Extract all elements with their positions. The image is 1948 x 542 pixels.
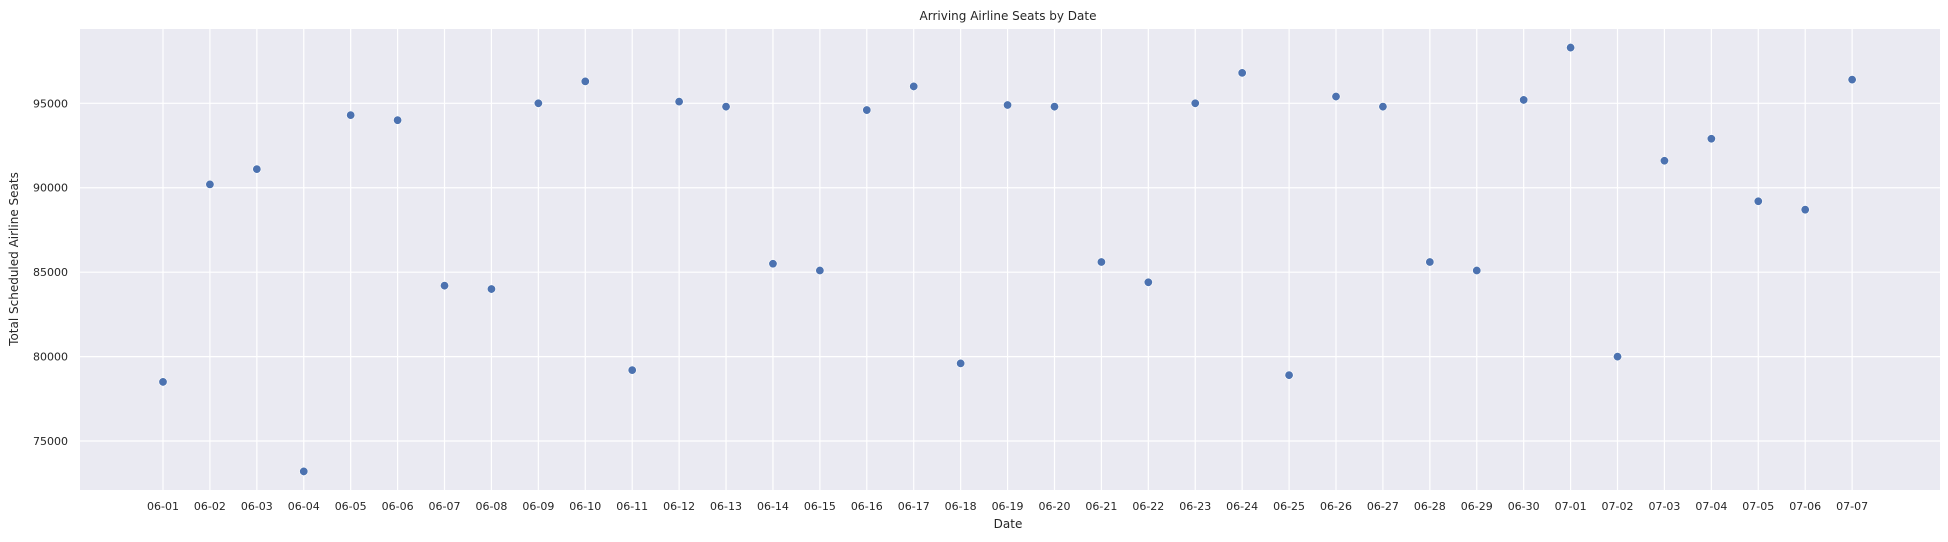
x-tick-label: 06-12 <box>663 500 695 513</box>
data-point <box>1800 205 1810 215</box>
x-tick-label: 06-17 <box>898 500 930 513</box>
y-tick-label: 90000 <box>33 182 68 195</box>
data-point <box>1613 352 1623 362</box>
data-point <box>1566 43 1576 53</box>
data-point <box>862 105 872 115</box>
x-tick-label: 07-06 <box>1789 500 1821 513</box>
data-point <box>1706 134 1716 144</box>
data-point <box>1049 102 1059 112</box>
x-tick-label: 06-01 <box>147 500 179 513</box>
data-point <box>815 265 825 275</box>
data-point <box>1096 257 1106 267</box>
data-point <box>956 358 966 368</box>
data-point <box>1753 196 1763 206</box>
x-tick-label: 06-05 <box>335 500 367 513</box>
data-point <box>580 76 590 86</box>
x-tick-label: 06-18 <box>945 500 977 513</box>
x-tick-label: 07-01 <box>1555 500 1587 513</box>
y-tick-labels: 75000 80000 85000 90000 95000 <box>33 97 68 448</box>
data-point <box>252 164 262 174</box>
data-point <box>1284 370 1294 380</box>
x-tick-label: 06-26 <box>1320 500 1352 513</box>
x-tick-label: 06-25 <box>1273 500 1305 513</box>
data-point <box>205 179 215 189</box>
y-tick-label: 85000 <box>33 266 68 279</box>
x-axis-label: Date <box>994 517 1023 531</box>
x-tick-label: 06-04 <box>288 500 320 513</box>
x-tick-label: 07-04 <box>1695 500 1727 513</box>
x-tick-label: 07-07 <box>1836 500 1868 513</box>
plot-area <box>80 29 1940 490</box>
x-tick-label: 06-21 <box>1085 500 1117 513</box>
chart-title: Arriving Airline Seats by Date <box>920 9 1097 23</box>
y-tick-label: 75000 <box>33 435 68 448</box>
x-tick-label: 06-29 <box>1461 500 1493 513</box>
x-tick-label: 07-03 <box>1648 500 1680 513</box>
x-tick-label: 07-05 <box>1742 500 1774 513</box>
data-point <box>1237 68 1247 78</box>
data-point <box>768 259 778 269</box>
data-point <box>533 98 543 108</box>
data-point <box>1425 257 1435 267</box>
x-tick-label: 06-14 <box>757 500 789 513</box>
data-point <box>1659 156 1669 166</box>
x-tick-label: 06-22 <box>1132 500 1164 513</box>
data-point <box>346 110 356 120</box>
data-point <box>721 102 731 112</box>
data-points <box>158 43 1857 476</box>
data-point <box>1378 102 1388 112</box>
x-tick-label: 06-16 <box>851 500 883 513</box>
x-tick-label: 07-02 <box>1602 500 1634 513</box>
x-tick-label: 06-24 <box>1226 500 1258 513</box>
data-point <box>1003 100 1013 110</box>
data-point <box>909 81 919 91</box>
x-tick-label: 06-19 <box>992 500 1024 513</box>
data-point <box>1190 98 1200 108</box>
x-tick-label: 06-28 <box>1414 500 1446 513</box>
data-point <box>1847 75 1857 85</box>
x-tick-label: 06-02 <box>194 500 226 513</box>
x-tick-labels: 06-01 06-02 06-03 06-04 06-05 06-06 06-07 06-08… <box>147 500 1868 513</box>
y-axis-label: Total Scheduled Airline Seats <box>7 172 21 347</box>
x-tick-label: 06-08 <box>475 500 507 513</box>
data-point <box>393 115 403 125</box>
data-point <box>486 284 496 294</box>
x-tick-label: 06-09 <box>522 500 554 513</box>
x-tick-label: 06-23 <box>1179 500 1211 513</box>
x-tick-label: 06-10 <box>569 500 601 513</box>
x-tick-label: 06-15 <box>804 500 836 513</box>
x-tick-label: 06-27 <box>1367 500 1399 513</box>
data-point <box>1519 95 1529 105</box>
data-point <box>674 97 684 107</box>
y-tick-label: 95000 <box>33 97 68 110</box>
x-tick-label: 06-03 <box>241 500 273 513</box>
y-tick-label: 80000 <box>33 351 68 364</box>
x-tick-label: 06-07 <box>429 500 461 513</box>
data-point <box>1331 92 1341 102</box>
data-point <box>1472 265 1482 275</box>
data-point <box>627 365 637 375</box>
data-point <box>158 377 168 387</box>
x-tick-label: 06-20 <box>1038 500 1070 513</box>
x-tick-label: 06-13 <box>710 500 742 513</box>
x-tick-label: 06-30 <box>1508 500 1540 513</box>
data-point <box>1143 277 1153 287</box>
x-tick-label: 06-11 <box>616 500 648 513</box>
data-point <box>440 281 450 291</box>
data-point <box>299 466 309 476</box>
x-tick-label: 06-06 <box>382 500 414 513</box>
